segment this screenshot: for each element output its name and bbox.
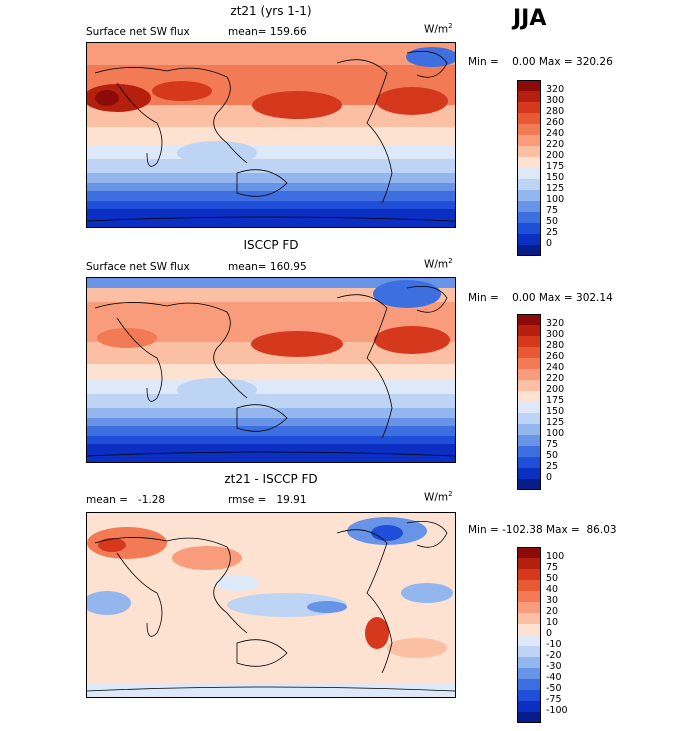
panel1-cbar-tick: 320 <box>546 84 565 95</box>
panel1-cbar-tick: 200 <box>546 150 565 161</box>
panel1-colorbar-labels: 320 300 280 260 240 220 200 175 150 125 … <box>546 84 586 264</box>
panel2-cbar-tick: 260 <box>546 351 565 362</box>
panel3-cbar-tick: -30 <box>546 661 562 672</box>
panel1-variable-label: Surface net SW flux <box>86 26 190 38</box>
panel2-cbar-tick: 125 <box>546 417 565 428</box>
panel2-cbar-tick: 320 <box>546 318 565 329</box>
panel1-cbar-tick: 150 <box>546 172 565 183</box>
panel2-cbar-tick: 50 <box>546 450 559 461</box>
panel1-cbar-tick: 50 <box>546 216 559 227</box>
panel1-cbar-tick: 220 <box>546 139 565 150</box>
panel3-cbar-tick: 20 <box>546 606 559 617</box>
panel2-cbar-tick: 280 <box>546 340 565 351</box>
panel3-units: W/m2 <box>424 490 453 504</box>
panel2-mean-label: mean= 160.95 <box>228 261 307 273</box>
panel1-units: W/m2 <box>424 22 453 36</box>
season-label: JJA <box>513 6 547 31</box>
panel2-map-field <box>87 278 455 462</box>
panel1-colorbar <box>517 80 541 256</box>
panel2-title: ISCCP FD <box>243 238 299 252</box>
panel2-cbar-tick: 100 <box>546 428 565 439</box>
panel1-mean-label: mean= 159.66 <box>228 26 307 38</box>
panel1-cbar-tick: 260 <box>546 117 565 128</box>
panel3-colorbar-labels: 100 75 50 40 30 20 10 0 -10 -20 -30 -40 … <box>546 551 586 731</box>
panel1-cbar-tick: 100 <box>546 194 565 205</box>
panel2-map <box>86 277 456 463</box>
panel3-cbar-tick: -20 <box>546 650 562 661</box>
panel1-title: zt21 (yrs 1-1) <box>230 4 312 18</box>
panel3-map-field <box>87 513 455 697</box>
panel1-minmax: Min = 0.00 Max = 320.26 <box>468 56 613 68</box>
panel3-cbar-tick: -10 <box>546 639 562 650</box>
panel3-cbar-tick: -50 <box>546 683 562 694</box>
panel1-cbar-tick: 25 <box>546 227 559 238</box>
panel1-cbar-tick: 125 <box>546 183 565 194</box>
panel2-cbar-tick: 175 <box>546 395 565 406</box>
panel3-colorbar <box>517 547 541 723</box>
panel3-rmse-label: rmse = 19.91 <box>228 494 307 506</box>
panel1-cbar-tick: 240 <box>546 128 565 139</box>
panel3-cbar-tick: 100 <box>546 551 565 562</box>
panel2-colorbar-labels: 320 300 280 260 240 220 200 175 150 125 … <box>546 318 586 498</box>
panel2-cbar-tick: 25 <box>546 461 559 472</box>
panel3-title: zt21 - ISCCP FD <box>224 472 318 486</box>
panel2-minmax: Min = 0.00 Max = 302.14 <box>468 292 613 304</box>
panel3-mean-label: mean = -1.28 <box>86 494 166 506</box>
panel2-cbar-tick: 150 <box>546 406 565 417</box>
panel3-cbar-tick: -40 <box>546 672 562 683</box>
panel2-units: W/m2 <box>424 257 453 271</box>
panel2-cbar-tick: 220 <box>546 373 565 384</box>
panel1-map <box>86 42 456 228</box>
panel3-map <box>86 512 456 698</box>
panel1-map-field <box>87 43 455 227</box>
panel1-cbar-tick: 75 <box>546 205 559 216</box>
panel3-cbar-tick: 50 <box>546 573 559 584</box>
panel1-cbar-tick: 280 <box>546 106 565 117</box>
panel3-minmax: Min = -102.38 Max = 86.03 <box>468 524 617 536</box>
panel3-cbar-tick: -100 <box>546 705 568 716</box>
panel3-cbar-tick: 10 <box>546 617 559 628</box>
panel1-cbar-tick: 175 <box>546 161 565 172</box>
panel3-cbar-tick: 0 <box>546 628 553 639</box>
panel3-cbar-tick: 40 <box>546 584 559 595</box>
panel3-cbar-tick: 30 <box>546 595 559 606</box>
panel2-cbar-tick: 200 <box>546 384 565 395</box>
panel2-cbar-tick: 300 <box>546 329 565 340</box>
panel1-cbar-tick: 0 <box>546 238 553 249</box>
panel2-cbar-tick: 240 <box>546 362 565 373</box>
panel2-cbar-tick: 0 <box>546 472 553 483</box>
panel1-cbar-tick: 300 <box>546 95 565 106</box>
panel2-cbar-tick: 75 <box>546 439 559 450</box>
panel3-cbar-tick: 75 <box>546 562 559 573</box>
panel2-variable-label: Surface net SW flux <box>86 261 190 273</box>
panel2-colorbar <box>517 314 541 490</box>
